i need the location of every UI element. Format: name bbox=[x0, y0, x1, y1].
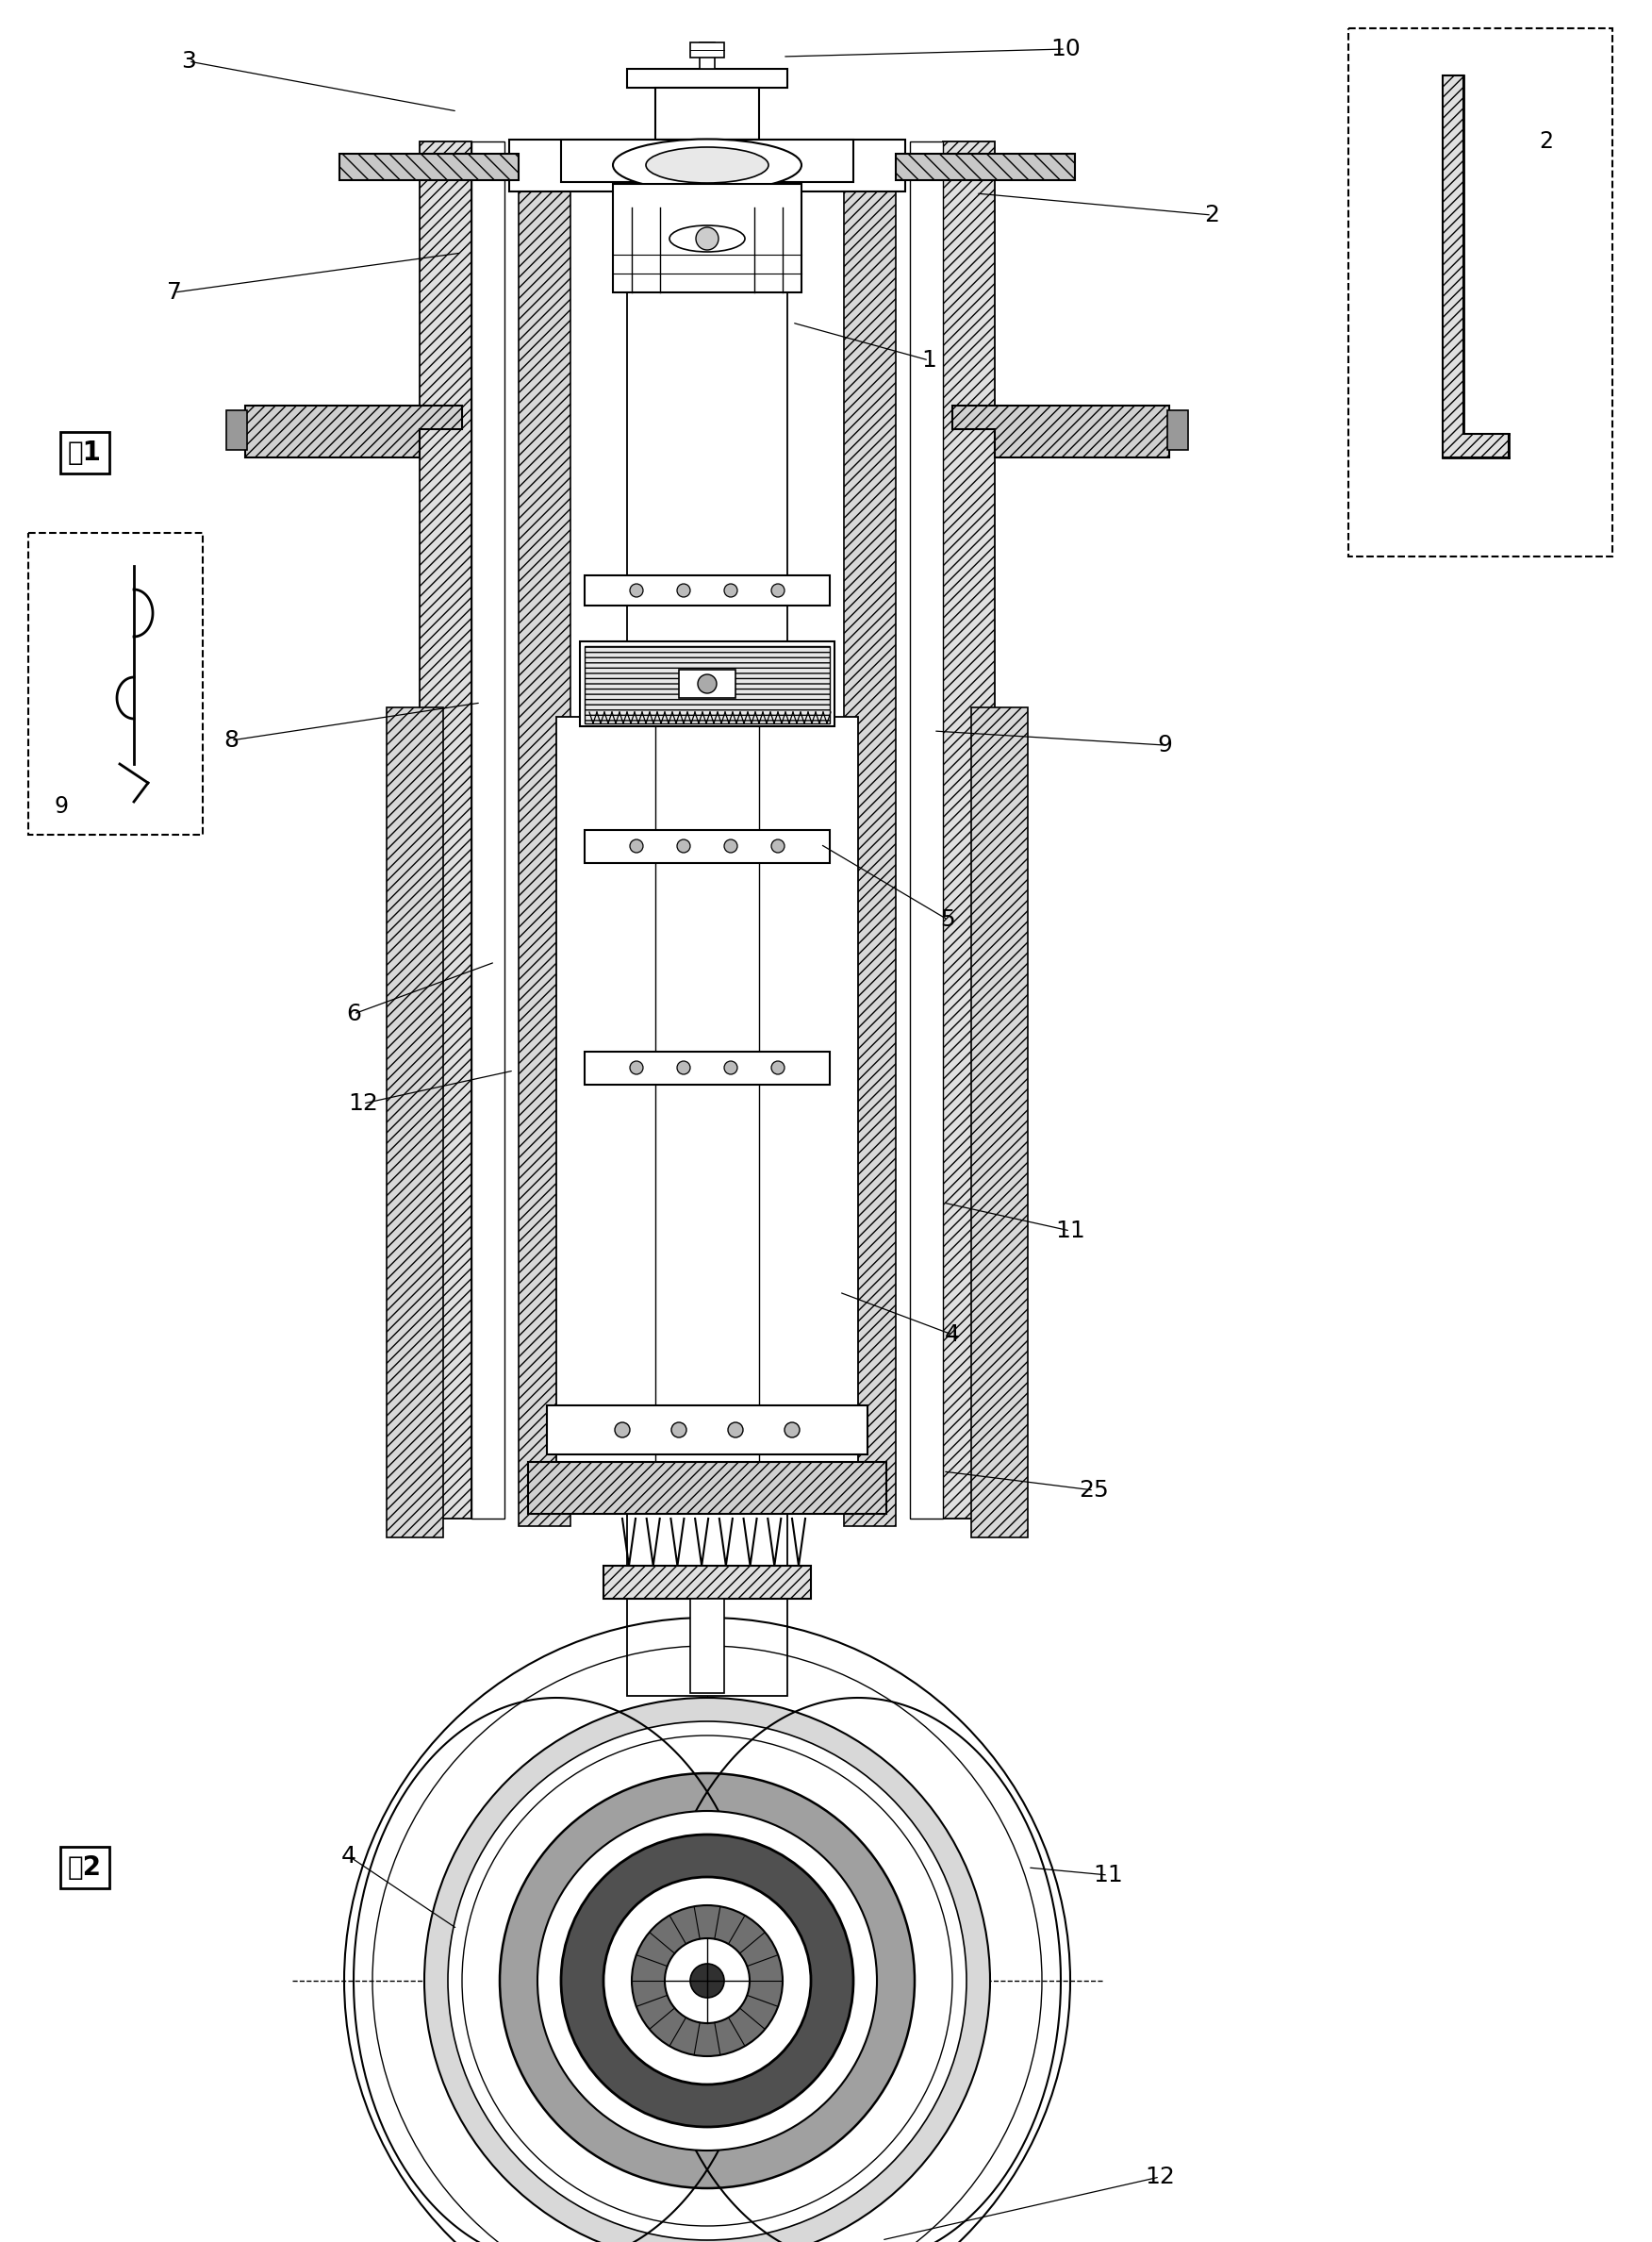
Bar bbox=[471, 141, 504, 1518]
Circle shape bbox=[629, 839, 643, 852]
Bar bbox=[529, 1462, 887, 1513]
Circle shape bbox=[537, 1812, 877, 2150]
Bar bbox=[585, 576, 829, 605]
Polygon shape bbox=[952, 406, 1170, 457]
Circle shape bbox=[729, 1421, 743, 1437]
Bar bbox=[557, 717, 857, 1509]
Polygon shape bbox=[244, 406, 463, 457]
Text: 6: 6 bbox=[345, 1002, 362, 1025]
Bar bbox=[656, 87, 758, 139]
Text: 2: 2 bbox=[1204, 204, 1219, 226]
Text: 2: 2 bbox=[1540, 130, 1553, 152]
Bar bbox=[226, 410, 248, 451]
Bar bbox=[971, 708, 1028, 1538]
Text: 11: 11 bbox=[1094, 1863, 1123, 1886]
Circle shape bbox=[677, 839, 691, 852]
Text: 11: 11 bbox=[1056, 1220, 1085, 1242]
Circle shape bbox=[771, 839, 785, 852]
Text: 9: 9 bbox=[1156, 733, 1171, 756]
Text: 7: 7 bbox=[167, 280, 182, 303]
Bar bbox=[679, 670, 735, 697]
Bar bbox=[691, 43, 724, 58]
Text: 8: 8 bbox=[223, 729, 238, 751]
Bar bbox=[420, 141, 471, 1518]
Bar bbox=[613, 184, 801, 291]
Circle shape bbox=[425, 1697, 990, 2242]
Bar bbox=[585, 646, 829, 724]
FancyBboxPatch shape bbox=[28, 534, 203, 834]
Bar bbox=[519, 139, 570, 1527]
Circle shape bbox=[677, 1060, 691, 1074]
Circle shape bbox=[724, 1060, 737, 1074]
Circle shape bbox=[691, 1964, 724, 1998]
Bar bbox=[628, 70, 788, 87]
Bar bbox=[628, 139, 788, 1695]
Circle shape bbox=[671, 1421, 687, 1437]
Ellipse shape bbox=[613, 139, 801, 191]
Text: 25: 25 bbox=[1079, 1480, 1108, 1502]
Bar bbox=[585, 1051, 829, 1085]
Bar bbox=[603, 1565, 811, 1599]
Bar bbox=[656, 717, 758, 1509]
Circle shape bbox=[631, 1906, 783, 2056]
Bar bbox=[562, 139, 854, 182]
Text: 1: 1 bbox=[922, 350, 937, 372]
Text: 图1: 图1 bbox=[68, 439, 102, 466]
Bar bbox=[691, 1599, 724, 1693]
Bar bbox=[580, 641, 834, 726]
Circle shape bbox=[785, 1421, 800, 1437]
Text: 4: 4 bbox=[342, 1845, 357, 1868]
Text: 10: 10 bbox=[1051, 38, 1080, 61]
Bar bbox=[547, 1406, 867, 1455]
Circle shape bbox=[615, 1421, 629, 1437]
Polygon shape bbox=[1442, 76, 1508, 457]
Circle shape bbox=[448, 1722, 966, 2240]
Bar bbox=[844, 139, 895, 1527]
Circle shape bbox=[695, 226, 719, 249]
Circle shape bbox=[724, 839, 737, 852]
Circle shape bbox=[677, 583, 691, 596]
Circle shape bbox=[629, 583, 643, 596]
Bar bbox=[895, 155, 1075, 179]
Text: 图2: 图2 bbox=[68, 1854, 102, 1881]
Bar bbox=[585, 830, 829, 863]
Bar bbox=[943, 141, 995, 1518]
Bar bbox=[339, 155, 519, 179]
Bar bbox=[910, 141, 943, 1518]
Bar bbox=[387, 708, 443, 1538]
Circle shape bbox=[771, 1060, 785, 1074]
Bar bbox=[700, 43, 715, 70]
Circle shape bbox=[771, 583, 785, 596]
Ellipse shape bbox=[646, 148, 768, 184]
Circle shape bbox=[724, 583, 737, 596]
Text: 12: 12 bbox=[1145, 2166, 1175, 2188]
Circle shape bbox=[629, 1060, 643, 1074]
Ellipse shape bbox=[669, 226, 745, 251]
Text: 5: 5 bbox=[940, 908, 955, 930]
Text: 9: 9 bbox=[55, 796, 68, 818]
Circle shape bbox=[697, 675, 717, 693]
Bar bbox=[1168, 410, 1188, 451]
Text: 4: 4 bbox=[945, 1323, 960, 1345]
Text: 12: 12 bbox=[349, 1092, 378, 1114]
Circle shape bbox=[664, 1939, 750, 2022]
Circle shape bbox=[501, 1773, 915, 2188]
Circle shape bbox=[562, 1834, 854, 2128]
Circle shape bbox=[603, 1877, 811, 2085]
FancyBboxPatch shape bbox=[1348, 29, 1612, 556]
Bar bbox=[509, 139, 905, 191]
Text: 3: 3 bbox=[182, 49, 197, 72]
